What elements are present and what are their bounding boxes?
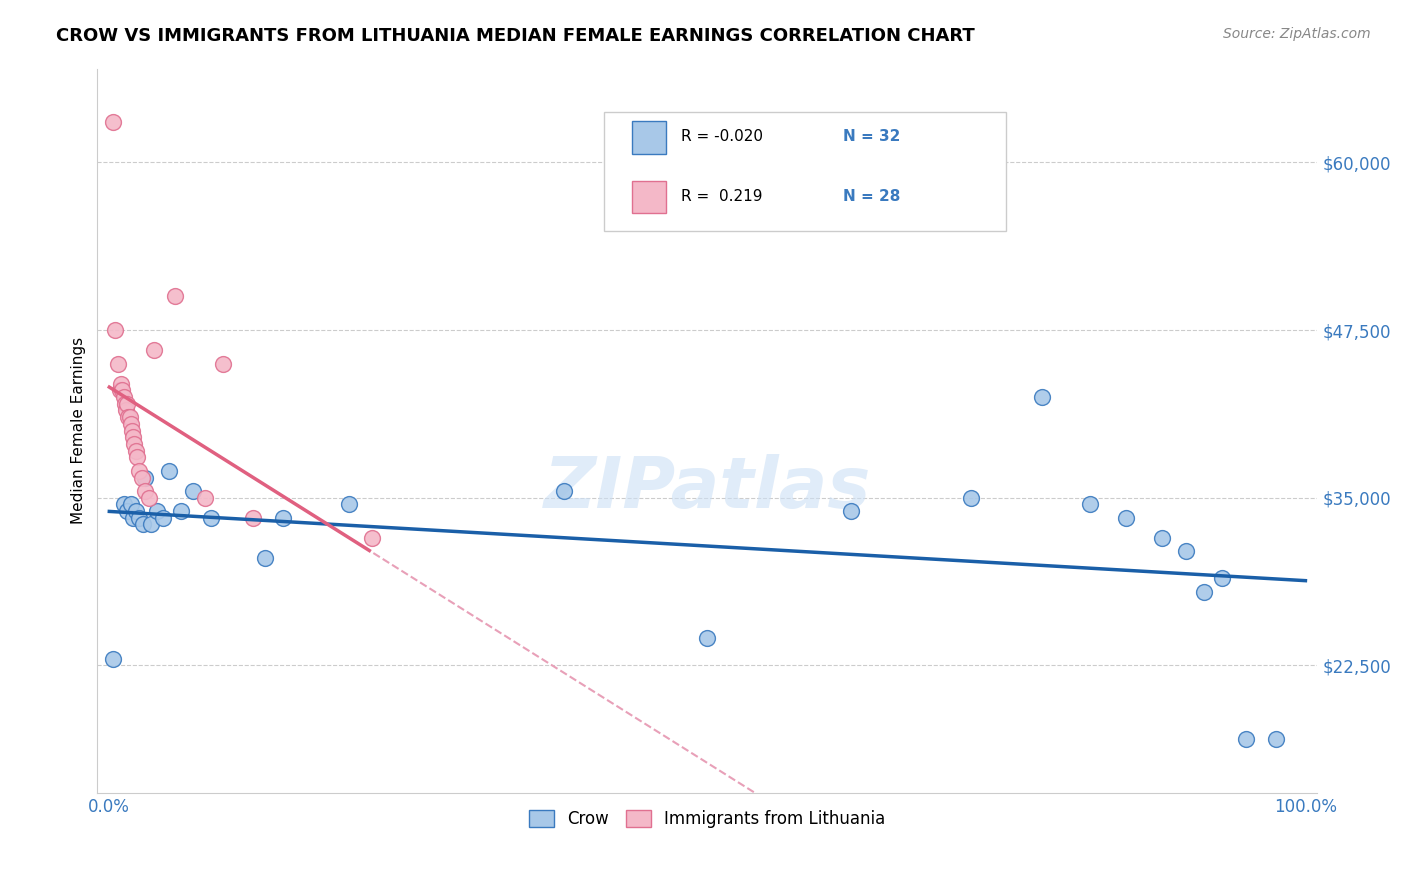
Point [124, 437, 146, 451]
Point [124, 504, 146, 518]
Point [124, 443, 146, 458]
Text: CROW VS IMMIGRANTS FROM LITHUANIA MEDIAN FEMALE EARNINGS CORRELATION CHART: CROW VS IMMIGRANTS FROM LITHUANIA MEDIAN… [56, 27, 974, 45]
Y-axis label: Median Female Earnings: Median Female Earnings [72, 337, 86, 524]
Point [110, 376, 132, 391]
Point [117, 397, 139, 411]
Point [181, 483, 204, 498]
Point [114, 397, 136, 411]
Point [361, 531, 384, 545]
Point [553, 483, 575, 498]
Point [115, 403, 138, 417]
Point [165, 289, 187, 303]
Point [1192, 584, 1215, 599]
Text: N = 28: N = 28 [842, 189, 900, 204]
Point [117, 410, 139, 425]
Point [242, 510, 264, 524]
Point [1234, 731, 1257, 746]
Point [696, 632, 718, 646]
Point [146, 504, 169, 518]
Point [157, 464, 180, 478]
Point [121, 424, 143, 438]
Point [131, 470, 153, 484]
Point [111, 384, 134, 398]
Point [118, 410, 141, 425]
Point [117, 504, 139, 518]
Point [125, 450, 148, 465]
Point [138, 491, 160, 505]
Point [1031, 390, 1053, 404]
Text: Source: ZipAtlas.com: Source: ZipAtlas.com [1223, 27, 1371, 41]
Point [337, 497, 360, 511]
Text: ZIPatlas: ZIPatlas [544, 454, 872, 523]
Point [132, 517, 155, 532]
Point [959, 491, 981, 505]
Point [1174, 544, 1197, 558]
Point [141, 517, 163, 532]
Point [101, 651, 124, 665]
Point [101, 115, 124, 129]
Point [1211, 571, 1233, 585]
Point [134, 483, 156, 498]
Bar [631, 181, 666, 213]
Text: R = -0.020: R = -0.020 [681, 129, 762, 145]
Point [200, 510, 222, 524]
Point [128, 510, 150, 524]
Point [108, 384, 131, 398]
Point [152, 510, 174, 524]
Text: R =  0.219: R = 0.219 [681, 189, 762, 204]
Point [212, 357, 235, 371]
FancyBboxPatch shape [603, 112, 1007, 231]
Point [1078, 497, 1101, 511]
Point [128, 464, 150, 478]
Point [104, 323, 127, 337]
Point [112, 390, 135, 404]
Point [1150, 531, 1173, 545]
Point [120, 497, 142, 511]
Point [271, 510, 294, 524]
Point [1115, 510, 1137, 524]
Point [142, 343, 165, 358]
Point [1264, 731, 1286, 746]
Point [107, 357, 129, 371]
Point [122, 510, 145, 524]
Point [134, 470, 156, 484]
Point [839, 504, 862, 518]
Point [253, 551, 276, 566]
Legend: Crow, Immigrants from Lithuania: Crow, Immigrants from Lithuania [523, 804, 893, 835]
Point [122, 430, 145, 444]
Text: N = 32: N = 32 [842, 129, 900, 145]
Bar [631, 121, 666, 153]
Point [112, 497, 135, 511]
Point [170, 504, 193, 518]
Point [194, 491, 217, 505]
Point [120, 417, 142, 431]
